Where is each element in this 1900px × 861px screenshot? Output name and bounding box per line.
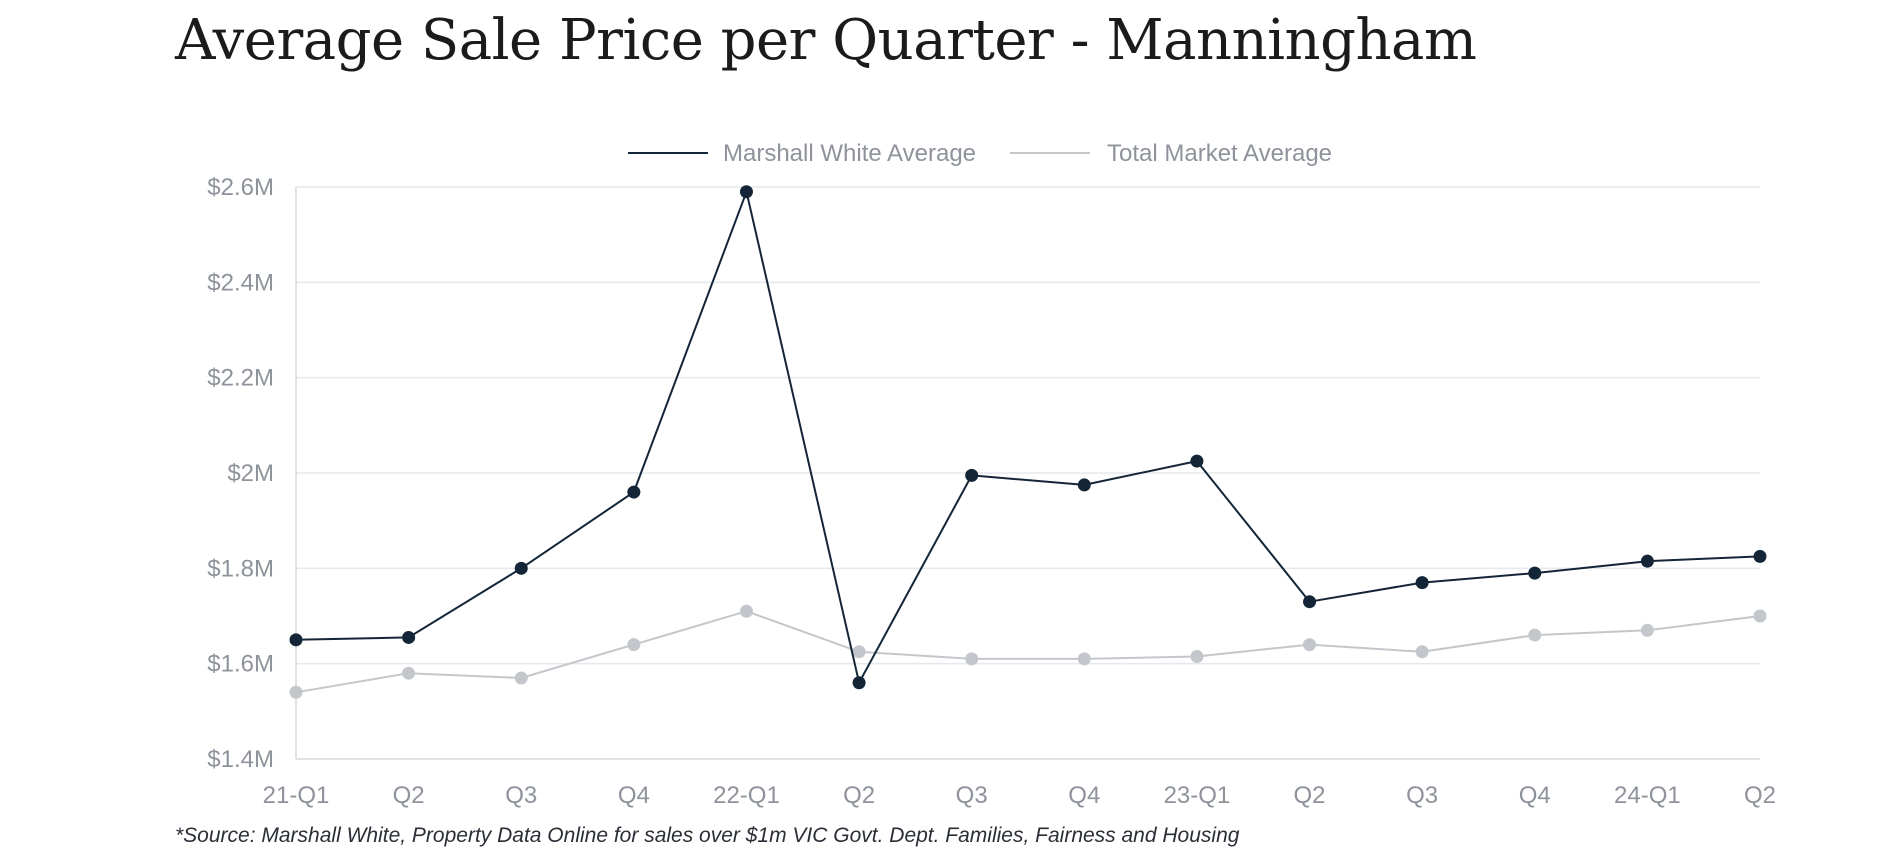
axes: [295, 187, 1760, 760]
data-point: [627, 485, 641, 499]
data-point: [1415, 645, 1429, 659]
data-point: [1753, 549, 1767, 563]
x-tick-label: Q4: [1068, 782, 1100, 809]
y-tick-label: $1.4M: [207, 746, 274, 773]
data-point: [1528, 566, 1542, 580]
data-point: [1640, 623, 1654, 637]
y-tick-label: $2.6M: [207, 174, 274, 201]
series-total-market-average: [289, 604, 1767, 699]
x-tick-label: Q4: [618, 782, 650, 809]
data-point: [965, 468, 979, 482]
legend-label: Marshall White Average: [723, 140, 976, 167]
data-point: [1077, 652, 1091, 666]
x-tick-label: Q4: [1519, 782, 1551, 809]
x-tick-label: 23-Q1: [1164, 782, 1231, 809]
legend: Marshall White Average Total Market Avera…: [628, 140, 1332, 167]
data-point: [289, 685, 303, 699]
x-tick-label: 21-Q1: [263, 782, 330, 809]
data-point: [1077, 478, 1091, 492]
chart-title: Average Sale Price per Quarter - Manning…: [175, 8, 1477, 73]
data-point: [289, 633, 303, 647]
data-point: [739, 185, 753, 199]
gridlines: [296, 186, 1760, 665]
x-tick-label: Q3: [1406, 782, 1438, 809]
x-tick-label: Q2: [1294, 782, 1326, 809]
y-tick-label: $2M: [227, 460, 274, 487]
y-tick-label: $2.4M: [207, 269, 274, 296]
data-point: [1303, 638, 1317, 652]
legend-item: Marshall White Average: [628, 140, 976, 167]
x-tick-label: Q2: [843, 782, 875, 809]
data-point: [1415, 576, 1429, 590]
data-point: [402, 630, 416, 644]
data-point: [739, 604, 753, 618]
x-tick-label: Q3: [505, 782, 537, 809]
y-tick-label: $1.8M: [207, 555, 274, 582]
data-point: [965, 652, 979, 666]
data-point: [1303, 595, 1317, 609]
data-point: [402, 666, 416, 680]
data-point: [1190, 650, 1204, 664]
x-axis-ticks: 21-Q1 Q2 Q3 Q4 22-Q1 Q2 Q3 Q4 23-Q1 Q2 Q3 Q4 24-Q1 Q2: [263, 782, 1776, 809]
x-tick-label: Q2: [393, 782, 425, 809]
data-point: [1528, 628, 1542, 642]
series-line: [295, 610, 1761, 694]
data-point: [627, 638, 641, 652]
series: [289, 185, 1767, 699]
y-axis-ticks: $1.4M $1.6M $1.8M $2M $2.2M $2.4M $2.6M: [207, 174, 274, 773]
data-point: [1640, 554, 1654, 568]
x-tick-label: 24-Q1: [1614, 782, 1681, 809]
data-point: [852, 645, 866, 659]
source-footnote: *Source: Marshall White, Property Data O…: [175, 824, 1240, 847]
series-marshall-white-average: [289, 185, 1767, 690]
y-tick-label: $1.6M: [207, 651, 274, 678]
y-tick-label: $2.2M: [207, 365, 274, 392]
series-line: [295, 190, 1761, 684]
x-tick-label: 22-Q1: [713, 782, 780, 809]
x-tick-label: Q2: [1744, 782, 1776, 809]
legend-label: Total Market Average: [1107, 140, 1332, 167]
x-tick-label: Q3: [956, 782, 988, 809]
data-point: [1190, 454, 1204, 468]
data-point: [514, 671, 528, 685]
legend-item: Total Market Average: [1010, 140, 1332, 167]
data-point: [514, 561, 528, 575]
data-point: [852, 676, 866, 690]
data-point: [1753, 609, 1767, 623]
